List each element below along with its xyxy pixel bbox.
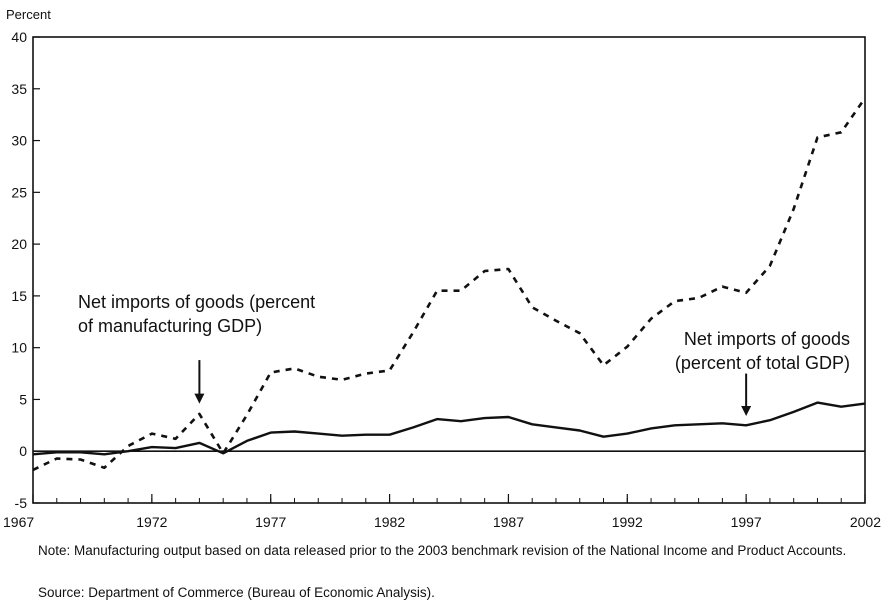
footnote-note: Note: Manufacturing output based on data… [38,543,847,558]
x-tick-label: 1967 [3,514,34,530]
y-tick-label: 20 [11,236,27,252]
y-tick-label: 35 [11,81,27,97]
annotations: Net imports of goods (percent of manufact… [78,292,850,417]
y-tick-label: 15 [11,288,27,304]
y-tick-label: 40 [11,29,27,45]
y-axis: -5 0 5 10 15 20 25 30 35 40 [11,29,40,511]
annotation-text: (percent of total GDP) [675,353,850,373]
series-line-total [32,401,866,456]
y-tick-label: 25 [11,184,27,200]
footnote-source: Source: Department of Commerce (Bureau o… [38,585,435,600]
y-tick-label: -5 [15,495,28,511]
x-tick-label: 2002 [850,514,881,530]
y-tick-label: 30 [11,133,27,149]
arrow-head-icon [194,393,205,404]
y-axis-unit-label: Percent [6,7,51,22]
x-tick-label: 1972 [136,514,167,530]
annotation-text: Net imports of goods [684,329,850,349]
x-tick-label: 1977 [255,514,286,530]
x-tick-label: 1982 [374,514,405,530]
x-tick-label: 1992 [612,514,643,530]
x-tick-label: 1987 [493,514,524,530]
y-tick-label: 0 [19,443,27,459]
x-axis: 1967 1972 1977 1982 1987 1992 1997 2002 [3,494,881,530]
y-tick-label: 5 [19,391,27,407]
x-tick-label: 1997 [731,514,762,530]
series-line-manufacturing [32,97,867,472]
annotation-text: Net imports of goods (percent [78,292,315,312]
arrow-head-icon [741,406,752,417]
plot-series [32,97,867,472]
annotation-text: of manufacturing GDP) [78,316,262,336]
y-tick-label: 10 [11,340,27,356]
plot-frame [32,36,866,504]
